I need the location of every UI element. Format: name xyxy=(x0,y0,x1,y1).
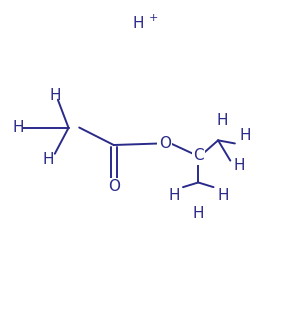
Text: O: O xyxy=(159,136,171,151)
Text: C: C xyxy=(193,148,204,163)
Text: H: H xyxy=(240,128,251,143)
Text: O: O xyxy=(108,179,120,194)
Text: H: H xyxy=(49,88,61,103)
Text: H: H xyxy=(233,158,245,173)
Text: H: H xyxy=(133,16,144,31)
Text: +: + xyxy=(148,13,158,23)
Text: H: H xyxy=(42,152,54,167)
Text: H: H xyxy=(168,188,180,203)
Text: H: H xyxy=(12,120,24,135)
Text: H: H xyxy=(217,188,229,203)
Text: H: H xyxy=(217,113,229,128)
Text: H: H xyxy=(192,206,204,221)
